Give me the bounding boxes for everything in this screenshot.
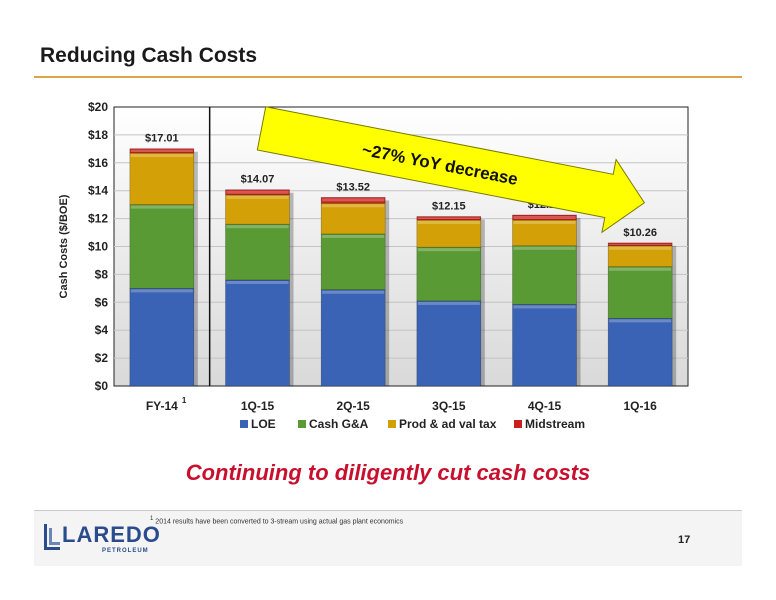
bar-highlight [417, 301, 480, 305]
legend-label: Midstream [525, 417, 585, 431]
logo-wordmark: LAREDO [62, 522, 161, 547]
y-tick-label: $12 [88, 212, 108, 226]
y-axis-label: Cash Costs ($/BOE) [58, 194, 70, 298]
bar-segment-loe [607, 318, 673, 387]
bar-highlight [322, 198, 385, 202]
y-tick-label: $10 [88, 240, 108, 254]
y-tick-label: $20 [88, 100, 108, 114]
logo-subtext: PETROLEUM [102, 548, 149, 554]
bar-highlight [226, 280, 289, 284]
bar-highlight [417, 217, 480, 219]
legend-swatch [298, 420, 306, 428]
logo-mark-icon [44, 524, 60, 550]
bar-highlight [513, 215, 576, 219]
legend-label: Prod & ad val tax [399, 417, 497, 431]
title-divider [34, 76, 742, 78]
bar-highlight [226, 225, 289, 229]
bar-segment-loe [225, 279, 290, 387]
y-tick-label: $2 [95, 351, 109, 365]
footer-band [34, 510, 742, 566]
footnote-text: 2014 results have been converted to 3-st… [155, 518, 404, 526]
tagline: Continuing to diligently cut cash costs [185, 460, 591, 485]
bar-highlight [513, 220, 576, 224]
total-data-label: $13.52 [336, 181, 370, 193]
bar-segment-midstream [416, 216, 482, 221]
y-tick-label: $4 [95, 323, 109, 337]
bar-highlight [226, 195, 289, 199]
bar-highlight [130, 154, 193, 158]
stacked-bar-chart: $0 $2 $4 $6 $8 $10 $12 $14 $16 $18 $20 Cash Costs (… [58, 100, 689, 431]
bar-highlight [609, 267, 672, 271]
bar-highlight [417, 248, 480, 252]
bar-highlight [130, 289, 193, 293]
legend-label: LOE [251, 417, 276, 431]
bar-segment-prod-ad-val-tax [225, 194, 290, 225]
y-tick-label: $16 [88, 156, 108, 170]
y-tick-label: $0 [95, 379, 109, 393]
bar-segment-loe [320, 289, 386, 387]
total-data-label: $12.15 [432, 201, 466, 213]
bar-segment-cash-g-a [416, 246, 482, 302]
bar-highlight [513, 305, 576, 309]
x-tick-footnote: 1 [182, 396, 187, 405]
legend-swatch [388, 420, 396, 428]
bar-segment-loe [129, 288, 195, 387]
bar-segment-cash-g-a [129, 204, 195, 289]
footnote-marker: 1 [150, 516, 154, 522]
bar-highlight [226, 190, 289, 194]
x-tick-label: 3Q-15 [432, 399, 466, 413]
footer-divider [34, 510, 742, 511]
bar-segment-prod-ad-val-tax [129, 152, 195, 205]
bar-segment-midstream [225, 189, 290, 196]
bar-highlight [130, 205, 193, 209]
bar-highlight [130, 149, 193, 153]
footnote: 1 2014 results have been converted to 3-… [150, 516, 403, 525]
legend-swatch [240, 420, 248, 428]
legend-swatch [514, 420, 522, 428]
x-tick-label: 2Q-15 [336, 399, 370, 413]
bar-segment-cash-g-a [225, 223, 290, 281]
bar-highlight [513, 246, 576, 250]
x-tick-label: 1Q-15 [241, 399, 275, 413]
y-tick-label: $6 [95, 295, 109, 309]
total-data-label: $10.26 [623, 227, 657, 239]
bar-highlight [609, 243, 672, 245]
y-tick-label: $14 [88, 184, 108, 198]
bar-highlight [322, 204, 385, 208]
bar-segment-cash-g-a [607, 266, 673, 319]
bar-segment-loe [512, 304, 577, 387]
page-title: Reducing Cash Costs [40, 44, 258, 67]
legend-label: Cash G&A [309, 417, 369, 431]
y-tick-label: $18 [88, 128, 108, 142]
bar-highlight [417, 220, 480, 224]
total-data-label: $14.07 [241, 174, 275, 186]
x-tick-label: 4Q-15 [528, 399, 562, 413]
bar-highlight [322, 290, 385, 294]
bar-segment-prod-ad-val-tax [320, 202, 386, 235]
x-tick-label: FY-14 [146, 399, 178, 413]
arrow-shape [256, 106, 646, 234]
bar-segment-midstream [129, 148, 195, 154]
bar-highlight [609, 319, 672, 323]
x-tick-label: 1Q-16 [623, 399, 657, 413]
bar-highlight [322, 234, 385, 238]
company-logo: LAREDO PETROLEUM [44, 520, 160, 560]
bar-segment-midstream [607, 242, 673, 247]
bar-segment-cash-g-a [320, 233, 386, 291]
bar-highlight [609, 246, 672, 250]
total-data-label: $17.01 [145, 133, 179, 145]
bar-segment-loe [416, 300, 482, 387]
bar-segment-prod-ad-val-tax [416, 219, 482, 248]
bar-segment-midstream [512, 214, 577, 221]
page-number: 17 [678, 534, 691, 546]
bar-segment-midstream [320, 197, 386, 204]
bar-segment-cash-g-a [512, 245, 577, 305]
y-tick-label: $8 [95, 267, 109, 281]
